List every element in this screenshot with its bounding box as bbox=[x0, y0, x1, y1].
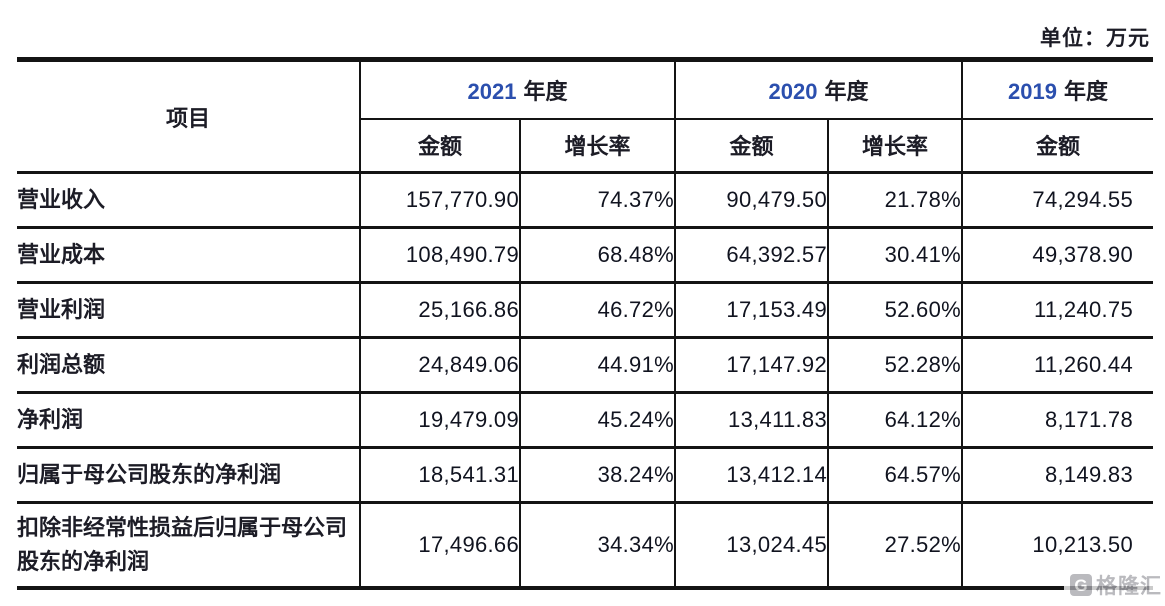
value-cell: 13,412.14 bbox=[674, 447, 828, 504]
row-label: 归属于母公司股东的净利润 bbox=[17, 447, 360, 504]
year-header-2020: 2020 年度 bbox=[674, 59, 962, 120]
sub-header-amount-2019: 金额 bbox=[961, 118, 1153, 174]
sub-header-growth-2021: 增长率 bbox=[519, 118, 675, 174]
year-header-row: 项目 2021 年度 2020 年度 2019 年度 bbox=[17, 59, 1153, 174]
gelonghui-watermark: G 格隆汇 bbox=[1064, 568, 1164, 602]
value-cell: 52.60% bbox=[827, 282, 962, 339]
value-cell: 30.41% bbox=[827, 227, 962, 284]
sub-header-growth-2020: 增长率 bbox=[827, 118, 962, 174]
value-cell: 19,479.09 bbox=[359, 392, 520, 449]
value-cell: 68.48% bbox=[519, 227, 675, 284]
value-cell: 44.91% bbox=[519, 337, 675, 394]
value-cell: 21.78% bbox=[827, 172, 962, 229]
row-label: 扣除非经常性损益后归属于母公司股东的净利润 bbox=[17, 502, 360, 589]
value-cell: 74,294.55 bbox=[961, 172, 1153, 229]
value-cell: 52.28% bbox=[827, 337, 962, 394]
value-cell: 25,166.86 bbox=[359, 282, 520, 339]
year-header-2021: 2021 年度 bbox=[359, 59, 675, 120]
value-cell: 64.12% bbox=[827, 392, 962, 449]
value-cell: 11,260.44 bbox=[961, 337, 1153, 394]
value-cell: 64,392.57 bbox=[674, 227, 828, 284]
year-2020-digits: 2020 bbox=[768, 78, 818, 104]
year-2019-digits: 2019 bbox=[1008, 78, 1057, 104]
value-cell: 38.24% bbox=[519, 447, 675, 504]
year-header-2019: 2019 年度 bbox=[961, 59, 1153, 120]
year-2021-digits: 2021 bbox=[467, 78, 517, 104]
year-2021-era: 年度 bbox=[523, 78, 568, 104]
value-cell: 90,479.50 bbox=[674, 172, 828, 229]
table-row: 归属于母公司股东的净利润 18,541.31 38.24% 13,412.14 64.5… bbox=[17, 447, 1153, 504]
value-cell: 27.52% bbox=[827, 502, 962, 589]
table-row: 营业利润 25,166.86 46.72% 17,153.49 52.60% 11,240… bbox=[17, 282, 1153, 339]
value-cell: 8,149.83 bbox=[961, 447, 1153, 504]
value-cell: 49,378.90 bbox=[961, 227, 1153, 284]
table-row: 利润总额 24,849.06 44.91% 17,147.92 52.28% 11,260… bbox=[17, 337, 1153, 394]
year-2020-era: 年度 bbox=[824, 78, 869, 104]
table-row: 扣除非经常性损益后归属于母公司股东的净利润 17,496.66 34.34% 13,0… bbox=[17, 502, 1153, 589]
gelonghui-logo-icon: G bbox=[1070, 574, 1092, 596]
value-cell: 108,490.79 bbox=[359, 227, 520, 284]
value-cell: 45.24% bbox=[519, 392, 675, 449]
value-cell: 17,153.49 bbox=[674, 282, 828, 339]
value-cell: 64.57% bbox=[827, 447, 962, 504]
value-cell: 11,240.75 bbox=[961, 282, 1153, 339]
value-cell: 24,849.06 bbox=[359, 337, 520, 394]
financial-summary-table: 项目 2021 年度 2020 年度 2019 年度 金额 增长率 金额 增长率 金额… bbox=[17, 57, 1153, 590]
value-cell: 46.72% bbox=[519, 282, 675, 339]
value-cell: 13,411.83 bbox=[674, 392, 828, 449]
value-cell: 157,770.90 bbox=[359, 172, 520, 229]
value-cell: 18,541.31 bbox=[359, 447, 520, 504]
table-body: 营业收入 157,770.90 74.37% 90,479.50 21.78% 74,29… bbox=[17, 172, 1153, 589]
value-cell: 17,147.92 bbox=[674, 337, 828, 394]
value-cell: 17,496.66 bbox=[359, 502, 520, 589]
sub-header-amount-2020: 金额 bbox=[674, 118, 828, 174]
year-2019-era: 年度 bbox=[1063, 78, 1108, 104]
sub-header-row: 金额 增长率 金额 增长率 金额 bbox=[17, 118, 1153, 174]
row-label: 营业收入 bbox=[17, 172, 360, 229]
row-label: 利润总额 bbox=[17, 337, 360, 394]
table-row: 营业收入 157,770.90 74.37% 90,479.50 21.78% 74,29… bbox=[17, 172, 1153, 229]
table-row: 净利润 19,479.09 45.24% 13,411.83 64.12% 8,171.7… bbox=[17, 392, 1153, 449]
sub-header-amount-2021: 金额 bbox=[359, 118, 520, 174]
row-label: 营业利润 bbox=[17, 282, 360, 339]
value-cell: 34.34% bbox=[519, 502, 675, 589]
value-cell: 74.37% bbox=[519, 172, 675, 229]
column-header-item: 项目 bbox=[17, 59, 360, 174]
value-cell: 13,024.45 bbox=[674, 502, 828, 589]
unit-label: 单位：万元 bbox=[1040, 27, 1150, 50]
value-cell: 8,171.78 bbox=[961, 392, 1153, 449]
row-label: 营业成本 bbox=[17, 227, 360, 284]
table-row: 营业成本 108,490.79 68.48% 64,392.57 30.41% 49,37… bbox=[17, 227, 1153, 284]
row-label: 净利润 bbox=[17, 392, 360, 449]
watermark-text: 格隆汇 bbox=[1096, 575, 1162, 598]
